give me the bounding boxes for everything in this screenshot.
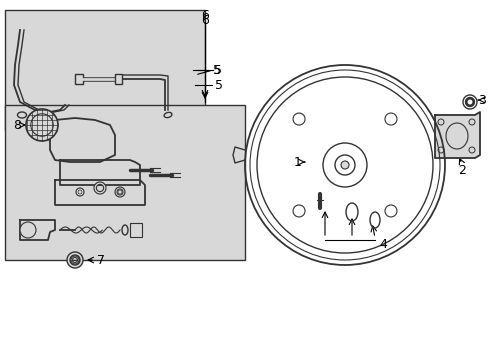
Circle shape xyxy=(76,188,84,196)
Text: 5: 5 xyxy=(215,78,223,91)
Text: 6: 6 xyxy=(201,14,208,27)
Circle shape xyxy=(23,225,33,235)
Text: 2: 2 xyxy=(457,163,465,176)
Text: 3: 3 xyxy=(477,94,485,107)
Bar xyxy=(115,74,122,84)
Bar xyxy=(5,10,204,130)
Text: 5: 5 xyxy=(213,63,221,77)
Polygon shape xyxy=(434,112,479,158)
Polygon shape xyxy=(55,180,145,205)
Circle shape xyxy=(340,161,348,169)
Bar xyxy=(5,105,244,260)
Circle shape xyxy=(26,109,58,141)
Circle shape xyxy=(78,190,82,194)
Ellipse shape xyxy=(122,225,128,235)
Text: 4: 4 xyxy=(378,239,386,252)
Text: 5: 5 xyxy=(214,63,222,77)
Circle shape xyxy=(31,114,53,136)
Bar xyxy=(130,223,142,237)
Text: 7: 7 xyxy=(97,253,105,266)
Circle shape xyxy=(118,190,122,194)
Polygon shape xyxy=(20,220,55,240)
Text: 8: 8 xyxy=(13,118,21,131)
Text: 1: 1 xyxy=(293,156,301,168)
Circle shape xyxy=(116,188,124,196)
Circle shape xyxy=(20,222,36,238)
Text: 6: 6 xyxy=(201,9,208,22)
Bar xyxy=(75,74,83,84)
